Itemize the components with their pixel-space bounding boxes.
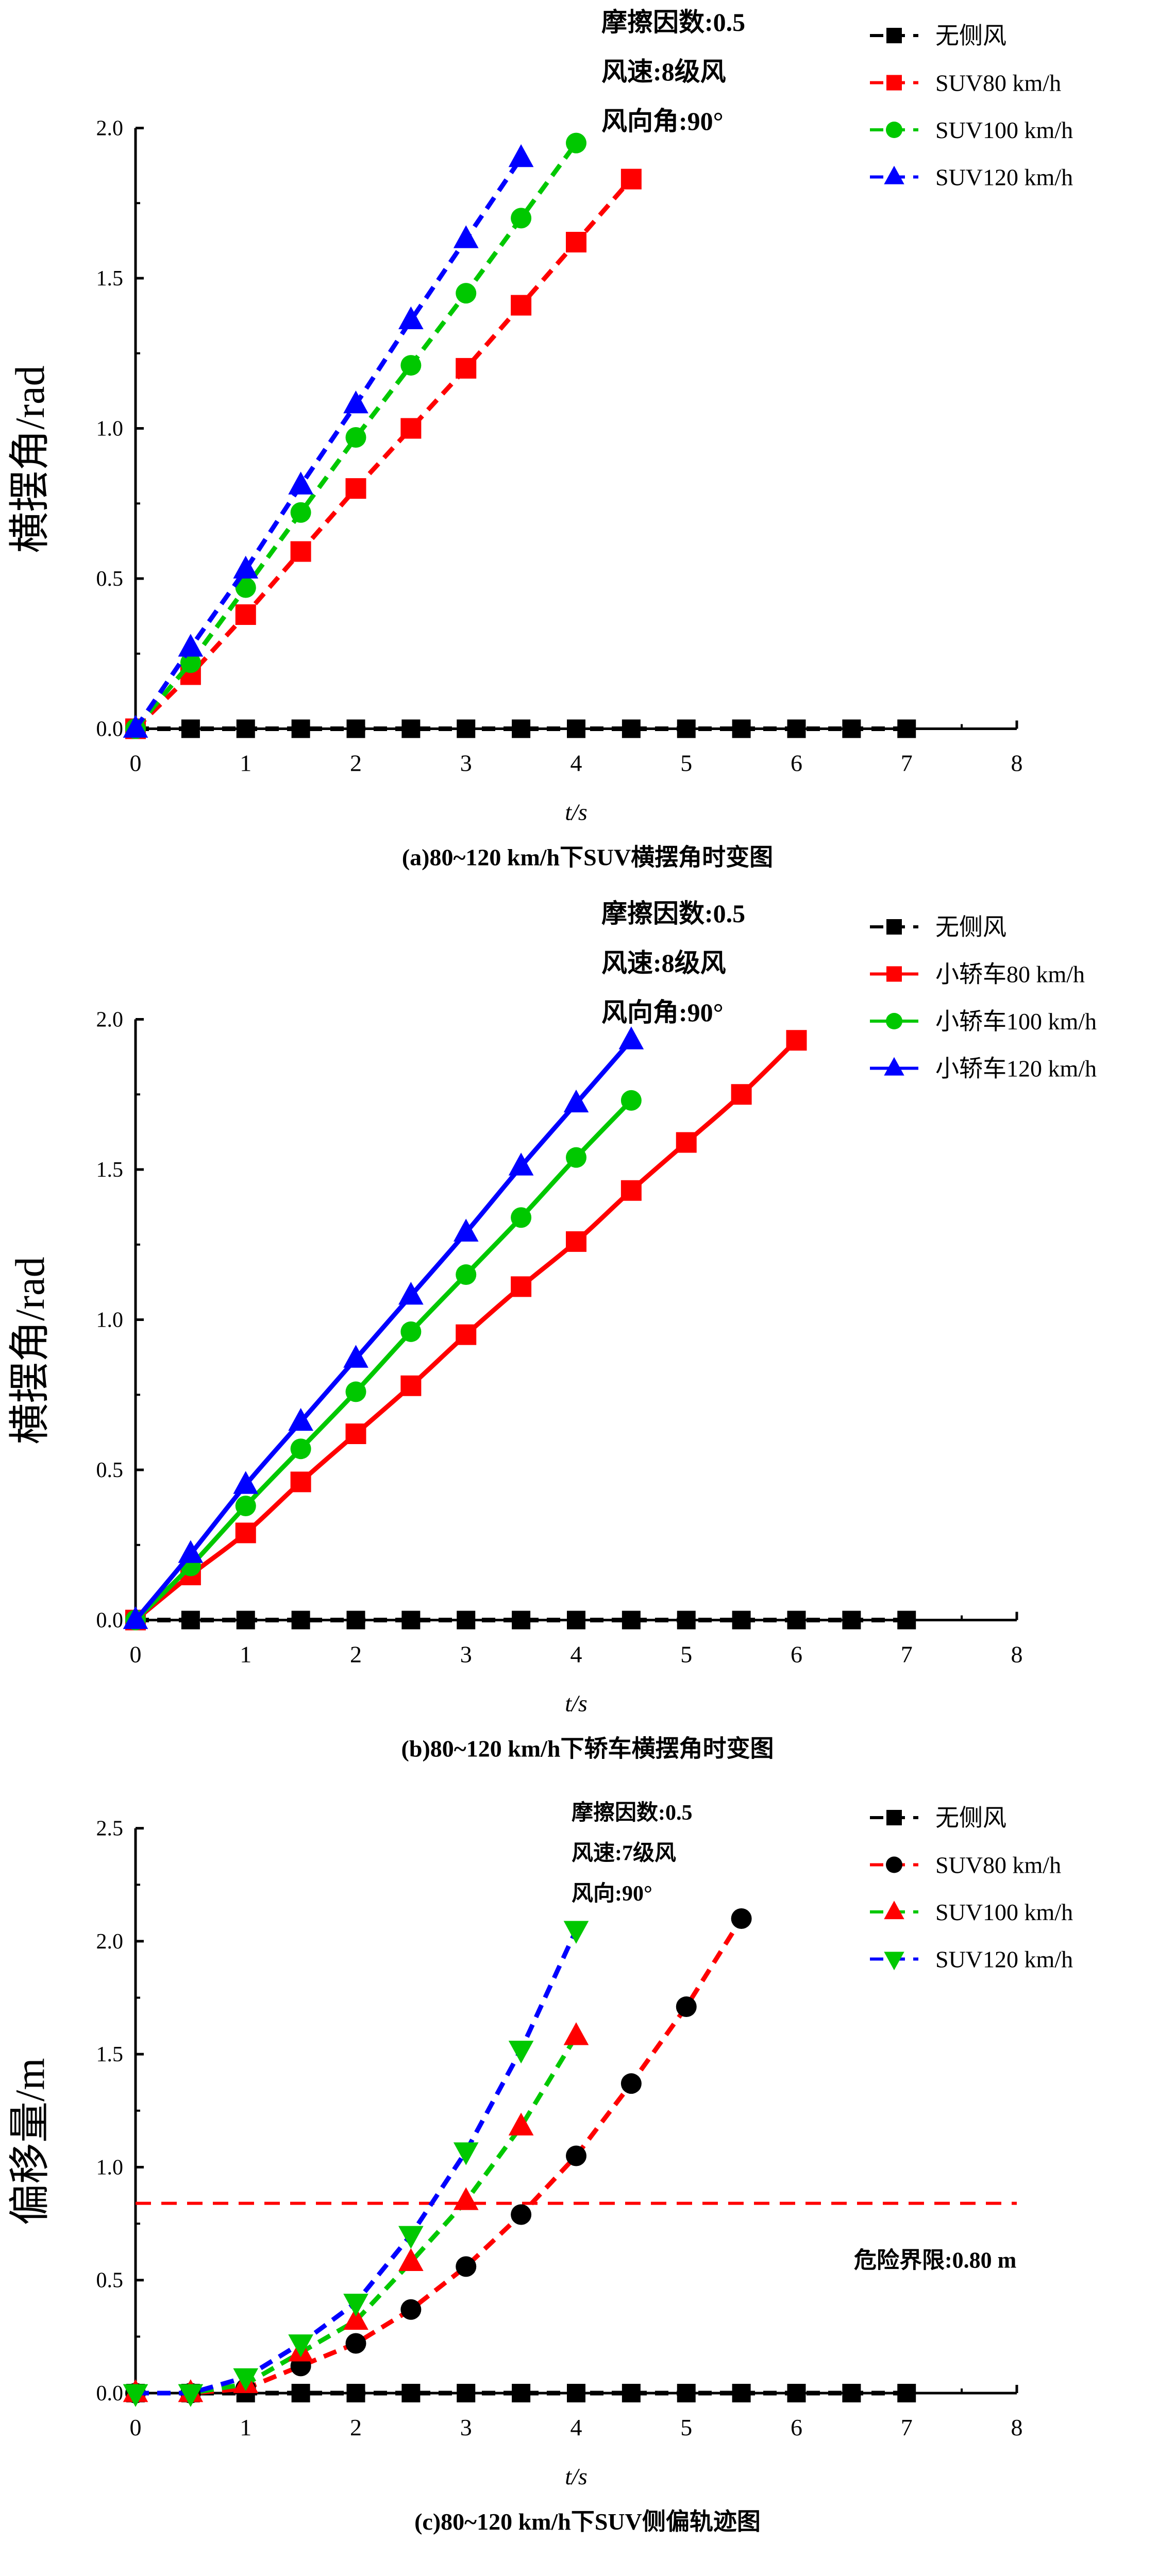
svg-text:0: 0 [130,2414,142,2441]
svg-text:4: 4 [570,1641,582,1667]
svg-text:风向角:90°: 风向角:90° [601,998,724,1027]
svg-text:t/s: t/s [565,1690,587,1716]
svg-text:偏移量/m: 偏移量/m [8,2058,53,2225]
svg-text:小轿车120 km/h: 小轿车120 km/h [935,1055,1097,1081]
svg-text:(c)80~120 km/h下SUV侧偏轨迹图: (c)80~120 km/h下SUV侧偏轨迹图 [414,2509,761,2535]
svg-text:5: 5 [680,2414,692,2441]
svg-text:7: 7 [901,1641,913,1667]
svg-text:SUV80 km/h: SUV80 km/h [935,70,1061,96]
svg-text:SUV80 km/h: SUV80 km/h [935,1852,1061,1878]
svg-text:1.5: 1.5 [96,2043,124,2066]
svg-text:风速:7级风: 风速:7级风 [572,1841,676,1866]
svg-text:(a)80~120 km/h下SUV横摆角时变图: (a)80~120 km/h下SUV横摆角时变图 [402,844,773,871]
svg-text:6: 6 [791,750,802,776]
svg-text:风向:90°: 风向:90° [572,1882,652,1906]
svg-text:6: 6 [791,1641,802,1667]
svg-text:SUV100 km/h: SUV100 km/h [935,117,1073,143]
svg-text:风速:8级风: 风速:8级风 [601,57,726,86]
svg-text:危险界限:0.80 m: 危险界限:0.80 m [854,2248,1016,2273]
svg-text:8: 8 [1011,2414,1023,2441]
svg-text:摩擦因数:0.5: 摩擦因数:0.5 [572,1801,693,1825]
svg-text:5: 5 [680,750,692,776]
svg-text:t/s: t/s [565,799,587,825]
svg-text:小轿车80 km/h: 小轿车80 km/h [935,961,1085,987]
svg-text:6: 6 [791,2414,802,2441]
svg-text:0.0: 0.0 [96,2382,124,2405]
svg-text:1.0: 1.0 [96,417,124,441]
svg-text:无侧风: 无侧风 [935,914,1006,940]
svg-text:摩擦因数:0.5: 摩擦因数:0.5 [601,899,745,928]
svg-text:2.0: 2.0 [96,117,124,141]
svg-text:0.0: 0.0 [96,718,124,741]
svg-text:2: 2 [350,1641,362,1667]
svg-text:SUV120 km/h: SUV120 km/h [935,1946,1073,1973]
svg-text:0.0: 0.0 [96,1608,124,1632]
svg-text:8: 8 [1011,1641,1023,1667]
svg-text:无侧风: 无侧风 [935,23,1006,49]
svg-text:2.0: 2.0 [96,1008,124,1031]
svg-text:0: 0 [130,1641,142,1667]
svg-text:4: 4 [570,750,582,776]
svg-text:2.5: 2.5 [96,1817,124,1841]
svg-text:7: 7 [901,2414,913,2441]
svg-text:(b)80~120 km/h下轿车横摆角时变图: (b)80~120 km/h下轿车横摆角时变图 [401,1735,774,1761]
svg-text:4: 4 [570,2414,582,2441]
svg-text:摩擦因数:0.5: 摩擦因数:0.5 [601,8,745,37]
svg-text:1.0: 1.0 [96,1308,124,1332]
svg-text:t/s: t/s [565,2463,587,2489]
svg-text:横摆角/rad: 横摆角/rad [8,365,53,553]
svg-text:风速:8级风: 风速:8级风 [601,948,726,977]
svg-text:1: 1 [240,750,251,776]
svg-text:2: 2 [350,2414,362,2441]
svg-text:风向角:90°: 风向角:90° [601,107,724,135]
svg-text:1: 1 [240,2414,251,2441]
svg-text:3: 3 [460,750,472,776]
svg-text:3: 3 [460,2414,472,2441]
svg-text:0: 0 [130,750,142,776]
svg-text:1.5: 1.5 [96,267,124,291]
svg-text:SUV120 km/h: SUV120 km/h [935,164,1073,191]
svg-text:7: 7 [901,750,913,776]
svg-text:1.0: 1.0 [96,2156,124,2179]
svg-text:横摆角/rad: 横摆角/rad [8,1257,53,1444]
svg-text:2.0: 2.0 [96,1930,124,1954]
svg-text:1.5: 1.5 [96,1158,124,1182]
svg-text:SUV100 km/h: SUV100 km/h [935,1899,1073,1925]
svg-text:0.5: 0.5 [96,2269,124,2293]
svg-text:0.5: 0.5 [96,567,124,591]
svg-text:2: 2 [350,750,362,776]
svg-text:0.5: 0.5 [96,1459,124,1482]
svg-text:无侧风: 无侧风 [935,1805,1006,1831]
svg-text:5: 5 [680,1641,692,1667]
svg-text:1: 1 [240,1641,251,1667]
svg-text:8: 8 [1011,750,1023,776]
svg-text:3: 3 [460,1641,472,1667]
svg-text:小轿车100 km/h: 小轿车100 km/h [935,1008,1097,1035]
